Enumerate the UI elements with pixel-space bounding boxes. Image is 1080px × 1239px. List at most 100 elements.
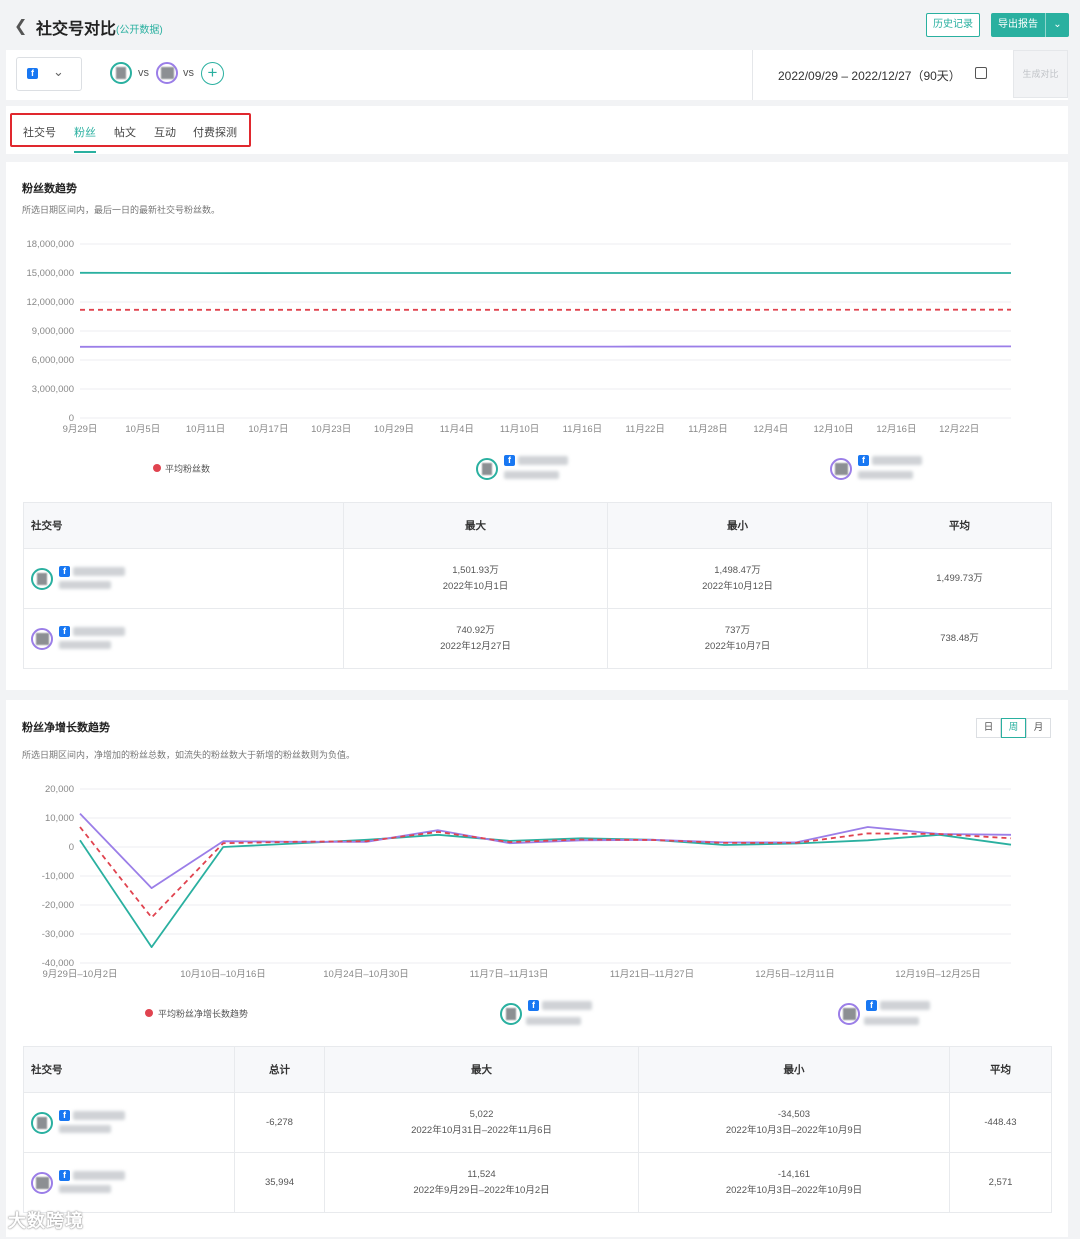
table-header: 平均 (949, 1046, 1052, 1093)
x-tick-label: 10月29日 (374, 424, 414, 435)
y-tick-label: 0 (69, 842, 74, 853)
period-month-button[interactable]: 月 (1026, 718, 1051, 738)
y-tick-label: 15,000,000 (26, 268, 74, 279)
x-tick-label: 9月29日–10月2日 (43, 969, 118, 980)
table-row: f 35,994 11,524 2022年9月29日–2022年10月2日 -14… (23, 1152, 1052, 1213)
table-row: f -6,278 5,022 2022年10月31日–2022年11月6日 -34… (23, 1092, 1052, 1153)
x-tick-label: 11月10日 (500, 424, 539, 435)
net-growth-line-chart: 20,000 10,000 0 -10,000 -20,000 -30,000 -40,00… (42, 784, 1012, 980)
section-title: 粉丝净增长数趋势 (22, 722, 110, 734)
date-range-picker[interactable]: 2022/09/29 – 2022/12/27（90天） (778, 69, 961, 83)
min-value: 1,498.47万 (714, 564, 761, 576)
account-cell[interactable]: f (31, 619, 343, 659)
x-tick-label: 10月23日 (311, 424, 351, 435)
x-tick-label: 12月5日–12月11日 (755, 969, 835, 980)
tab-paid-detection[interactable]: 付费探测 (193, 127, 237, 139)
export-dropdown-chevron-icon[interactable]: ⌄ (1045, 13, 1069, 37)
avg-value: -448.43 (984, 1116, 1017, 1128)
x-tick-label: 11月21日–11月27日 (610, 969, 694, 980)
series-line-1 (79, 833, 1012, 949)
vs-label: vs (138, 67, 149, 79)
table-header: 最大 (324, 1046, 639, 1093)
max-date: 2022年9月29日–2022年10月2日 (413, 1184, 550, 1196)
active-tab-indicator (74, 151, 96, 153)
section-description: 所选日期区间内，最后一日的最新社交号粉丝数。 (22, 205, 221, 215)
legend-account-1[interactable]: f (476, 453, 576, 487)
x-tick-label: 11月28日 (688, 424, 727, 435)
export-report-button[interactable]: 导出报告 (991, 13, 1045, 37)
calendar-icon[interactable] (975, 67, 987, 79)
facebook-icon: f (528, 1000, 539, 1011)
generate-comparison-button[interactable]: 生成对比 (1013, 50, 1068, 98)
tab-followers[interactable]: 粉丝 (74, 127, 96, 139)
followers-stats-table: 社交号 最大 最小 平均 f 1,501.93万 2022年10月1日 1,498… (23, 502, 1052, 669)
table-header: 社交号 (23, 1046, 235, 1093)
min-value: -34,503 (777, 1108, 811, 1120)
y-tick-label: 3,000,000 (32, 384, 74, 395)
max-value: 740.92万 (456, 624, 495, 636)
facebook-icon: f (59, 1169, 70, 1181)
facebook-icon: f (504, 455, 515, 466)
y-tick-label: 10,000 (45, 813, 74, 824)
tab-accounts[interactable]: 社交号 (23, 127, 56, 139)
watermark-logo: 大数跨境 (8, 1211, 84, 1231)
page-subtitle: (公开数据) (116, 25, 163, 36)
max-date: 2022年12月27日 (440, 640, 511, 652)
x-tick-label: 11月7日–11月13日 (470, 969, 549, 980)
account-cell[interactable]: f (31, 559, 343, 599)
min-date: 2022年10月12日 (702, 580, 773, 592)
account-selector-bar (6, 50, 1068, 100)
x-tick-label: 12月19日–12月25日 (895, 969, 981, 980)
legend-avg-label[interactable]: 平均粉丝数 (165, 464, 211, 474)
legend-avg-marker (153, 464, 161, 472)
legend-avg-marker (145, 1009, 153, 1017)
table-header: 社交号 (23, 502, 344, 549)
facebook-icon: f (59, 1109, 70, 1121)
x-tick-label: 11月16日 (563, 424, 602, 435)
tab-posts[interactable]: 帖文 (114, 127, 136, 139)
y-tick-label: -40,000 (42, 958, 74, 969)
y-tick-label: -30,000 (42, 929, 74, 940)
account-cell[interactable]: f (31, 1163, 234, 1203)
y-tick-label: 12,000,000 (26, 297, 74, 308)
facebook-icon: f (59, 565, 70, 577)
x-tick-label: 12月10日 (814, 424, 854, 435)
max-date: 2022年10月1日 (442, 580, 509, 592)
page-header (0, 0, 1080, 48)
facebook-icon: f (27, 68, 38, 79)
table-row: f 1,501.93万 2022年10月1日 1,498.47万 2022年10月1… (23, 548, 1052, 609)
legend-account-2[interactable]: f (838, 998, 938, 1032)
vs-label: vs (183, 67, 194, 79)
min-date: 2022年10月3日–2022年10月9日 (725, 1124, 863, 1136)
legend-account-2[interactable]: f (830, 453, 930, 487)
divider (752, 50, 753, 100)
x-tick-label: 10月11日 (186, 424, 225, 435)
account-cell[interactable]: f (31, 1103, 234, 1143)
history-button[interactable]: 历史记录 (926, 13, 980, 37)
avg-value: 738.48万 (940, 632, 979, 644)
table-header: 平均 (867, 502, 1052, 549)
x-tick-label: 11月4日 (440, 424, 474, 435)
tab-interactions[interactable]: 互动 (154, 127, 176, 139)
legend-account-1[interactable]: f (500, 998, 600, 1032)
y-tick-label: 18,000,000 (26, 239, 74, 250)
section-description: 所选日期区间内，净增加的粉丝总数，如流失的粉丝数大于新增的粉丝数则为负值。 (22, 750, 356, 760)
avg-value: 2,571 (988, 1176, 1013, 1188)
facebook-icon: f (858, 455, 869, 466)
account-avatar-1[interactable] (110, 62, 132, 84)
platform-select[interactable]: f ⌄ (16, 57, 82, 91)
highlight-frame (10, 113, 251, 147)
account-avatar-2[interactable] (156, 62, 178, 84)
period-week-button[interactable]: 周 (1001, 718, 1026, 738)
series-line-2 (79, 812, 1012, 889)
back-chevron-icon[interactable]: ❮ (14, 18, 28, 35)
add-account-plus-icon[interactable]: + (201, 62, 224, 85)
period-day-button[interactable]: 日 (976, 718, 1001, 738)
total-value: 35,994 (264, 1176, 295, 1188)
x-tick-label: 11月22日 (625, 424, 664, 435)
x-tick-label: 10月17日 (248, 424, 288, 435)
y-tick-label: -20,000 (42, 900, 74, 911)
legend-avg-label[interactable]: 平均粉丝净增长数趋势 (158, 1009, 249, 1019)
table-row: f 740.92万 2022年12月27日 737万 2022年10月7日 738.… (23, 608, 1052, 669)
y-tick-label: 6,000,000 (32, 355, 74, 366)
